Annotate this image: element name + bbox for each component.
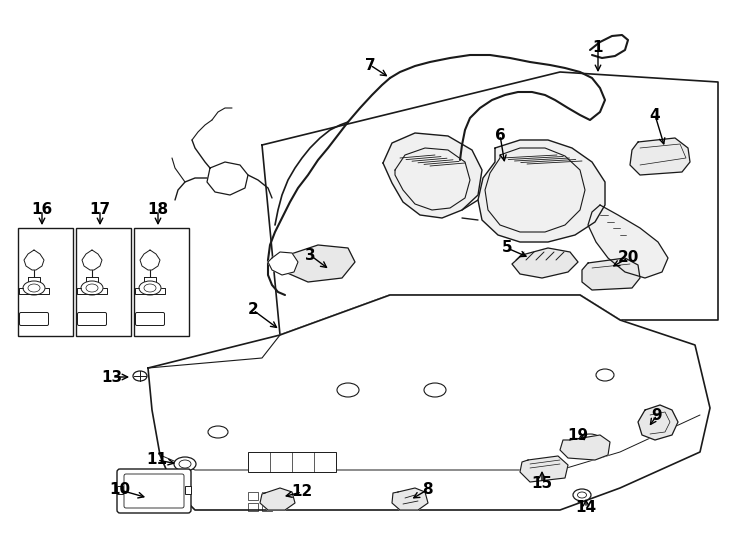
Polygon shape bbox=[283, 245, 355, 282]
Text: 7: 7 bbox=[365, 57, 375, 72]
Text: 20: 20 bbox=[617, 251, 639, 266]
Text: 18: 18 bbox=[148, 202, 169, 218]
Text: 16: 16 bbox=[32, 202, 53, 218]
Text: 12: 12 bbox=[291, 484, 313, 500]
Ellipse shape bbox=[208, 426, 228, 438]
Ellipse shape bbox=[81, 281, 103, 295]
Text: 2: 2 bbox=[247, 302, 258, 318]
Ellipse shape bbox=[28, 284, 40, 292]
Bar bbox=[76, 228, 131, 336]
Text: 11: 11 bbox=[147, 453, 167, 468]
Polygon shape bbox=[383, 133, 482, 218]
Polygon shape bbox=[148, 295, 710, 510]
Polygon shape bbox=[588, 205, 668, 278]
Bar bbox=[117, 486, 123, 494]
Text: 19: 19 bbox=[567, 428, 589, 442]
Ellipse shape bbox=[174, 457, 196, 471]
Polygon shape bbox=[262, 72, 718, 335]
Text: 6: 6 bbox=[495, 127, 506, 143]
Bar bbox=[18, 228, 73, 336]
Bar bbox=[262, 492, 272, 500]
Polygon shape bbox=[638, 405, 678, 440]
Bar bbox=[248, 492, 258, 500]
Polygon shape bbox=[478, 140, 605, 242]
Bar bbox=[185, 486, 191, 494]
Text: 4: 4 bbox=[650, 107, 661, 123]
Bar bbox=[262, 503, 272, 511]
Bar bbox=[248, 503, 258, 511]
Ellipse shape bbox=[86, 284, 98, 292]
Ellipse shape bbox=[23, 281, 45, 295]
Text: 3: 3 bbox=[305, 247, 316, 262]
Ellipse shape bbox=[596, 369, 614, 381]
Text: 1: 1 bbox=[593, 40, 603, 56]
Ellipse shape bbox=[573, 489, 591, 501]
Ellipse shape bbox=[579, 434, 601, 446]
Polygon shape bbox=[392, 488, 428, 510]
Polygon shape bbox=[512, 248, 578, 278]
Text: 10: 10 bbox=[109, 483, 131, 497]
Text: 13: 13 bbox=[101, 369, 123, 384]
Polygon shape bbox=[207, 162, 248, 195]
Ellipse shape bbox=[139, 281, 161, 295]
Ellipse shape bbox=[337, 383, 359, 397]
Bar bbox=[134, 228, 189, 336]
Text: 15: 15 bbox=[531, 476, 553, 490]
Ellipse shape bbox=[179, 460, 191, 468]
Ellipse shape bbox=[424, 383, 446, 397]
Polygon shape bbox=[260, 488, 295, 510]
Text: 5: 5 bbox=[501, 240, 512, 255]
Polygon shape bbox=[268, 252, 298, 275]
Ellipse shape bbox=[144, 284, 156, 292]
Polygon shape bbox=[582, 258, 640, 290]
Ellipse shape bbox=[133, 371, 147, 381]
Polygon shape bbox=[630, 138, 690, 175]
Text: 9: 9 bbox=[652, 408, 662, 422]
Text: 17: 17 bbox=[90, 202, 111, 218]
FancyBboxPatch shape bbox=[117, 469, 191, 513]
Polygon shape bbox=[520, 456, 568, 482]
Ellipse shape bbox=[578, 492, 586, 498]
Bar bbox=[248, 452, 336, 472]
Text: 14: 14 bbox=[575, 501, 597, 516]
Text: 8: 8 bbox=[422, 483, 432, 497]
Polygon shape bbox=[560, 435, 610, 460]
